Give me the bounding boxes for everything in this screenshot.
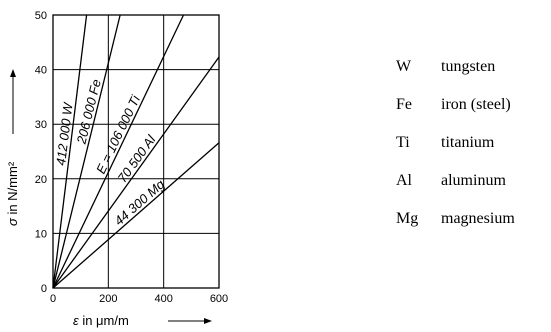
legend-name: iron (steel) xyxy=(441,96,511,113)
x-axis-symbol: ε xyxy=(73,313,79,328)
y-tick-label: 40 xyxy=(35,65,47,77)
legend-symbol: Ti xyxy=(396,134,410,151)
x-axis-label: ε in μm/m xyxy=(73,313,212,328)
y-axis-text: in N/mm² xyxy=(5,161,20,218)
y-axis-symbol: σ xyxy=(5,217,20,226)
y-axis-label: σ in N/mm² xyxy=(5,69,20,226)
legend-name: magnesium xyxy=(441,210,515,227)
y-tick-label: 0 xyxy=(41,283,47,295)
y-tick-label: 50 xyxy=(35,10,47,22)
x-axis-text: in μm/m xyxy=(79,313,129,328)
legend-name: tungsten xyxy=(441,58,496,75)
axis-ticks: 0 10 20 30 40 50 0 200 400 600 xyxy=(35,10,228,305)
series-lines xyxy=(52,14,220,289)
x-tick-label: 600 xyxy=(210,293,228,305)
legend-name: aluminum xyxy=(441,172,506,189)
legend-name: titanium xyxy=(441,134,495,151)
series-line-al xyxy=(52,56,220,289)
series-line-fe xyxy=(52,14,121,289)
legend-symbol: W xyxy=(396,58,412,75)
x-tick-label: 400 xyxy=(154,293,172,305)
series-label-mg: 44 300 Mg xyxy=(111,176,168,228)
x-tick-label: 0 xyxy=(50,293,56,305)
legend-symbol: Fe xyxy=(396,96,412,113)
svg-text:ε in μm/m: ε in μm/m xyxy=(73,313,129,328)
series-line-w xyxy=(52,14,88,289)
x-tick-label: 200 xyxy=(99,293,117,305)
legend-symbol: Mg xyxy=(396,210,419,227)
series-line-ti xyxy=(52,14,185,289)
plot-frame xyxy=(52,14,220,289)
legend-symbol: Al xyxy=(396,172,412,189)
x-axis-arrowhead xyxy=(204,318,212,324)
y-axis-arrowhead xyxy=(10,69,16,77)
y-tick-label: 20 xyxy=(35,174,47,186)
svg-text:σ in N/mm²: σ in N/mm² xyxy=(5,161,20,226)
series-line-mg xyxy=(52,142,220,289)
y-tick-label: 30 xyxy=(35,119,47,131)
y-tick-label: 10 xyxy=(35,228,47,240)
